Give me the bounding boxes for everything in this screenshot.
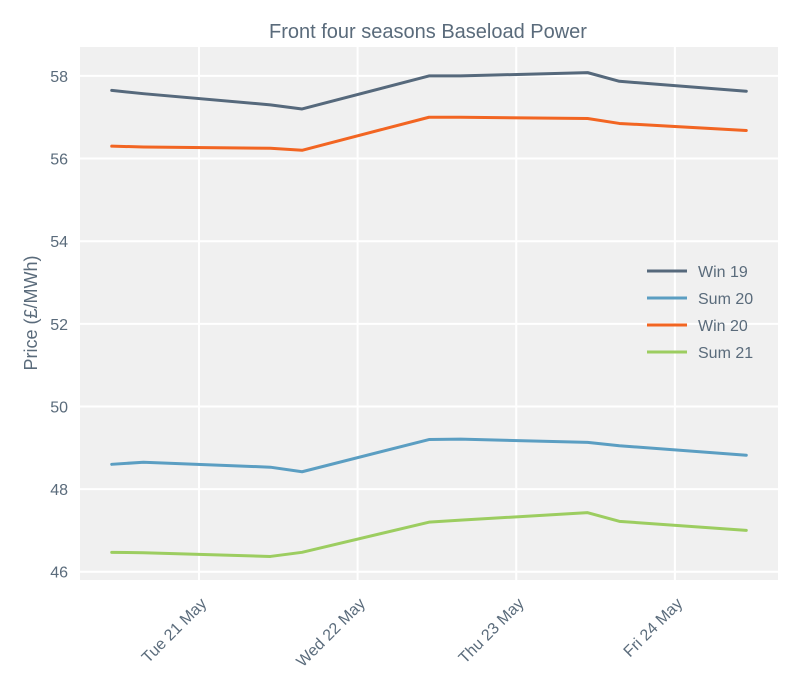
plot-area	[80, 47, 778, 580]
x-tick-label: Wed 22 May	[294, 595, 369, 670]
y-tick-label: 46	[50, 565, 68, 582]
y-axis-label: Price (£/MWh)	[21, 255, 41, 370]
series-lines	[110, 71, 748, 558]
y-tick-label: 54	[50, 234, 68, 251]
series-line-win-20	[110, 115, 748, 152]
series-line-win-19	[110, 71, 748, 111]
series-line-sum-21	[110, 511, 748, 558]
x-axis-ticks: Tue 21 May Wed 22 May Thu 23 May Fri 24 May	[139, 595, 686, 670]
legend-label: Win 20	[698, 318, 748, 335]
series-line-sum-20	[110, 437, 748, 474]
y-axis-ticks: 46 48 50 52 54 56 58	[50, 69, 68, 582]
chart-title: Front four seasons Baseload Power	[269, 21, 587, 43]
y-tick-label: 52	[50, 317, 68, 334]
y-tick-label: 56	[50, 152, 68, 169]
x-tick-label: Fri 24 May	[621, 595, 686, 660]
y-tick-label: 50	[50, 399, 68, 416]
legend-label: Sum 20	[698, 291, 753, 308]
legend: Win 19 Sum 20 Win 20 Sum 21	[647, 264, 753, 362]
legend-label: Win 19	[698, 264, 748, 281]
legend-label: Sum 21	[698, 345, 753, 362]
y-tick-label: 48	[50, 482, 68, 499]
x-tick-label: Tue 21 May	[139, 595, 210, 666]
x-tick-label: Thu 23 May	[456, 595, 528, 667]
y-tick-label: 58	[50, 69, 68, 86]
